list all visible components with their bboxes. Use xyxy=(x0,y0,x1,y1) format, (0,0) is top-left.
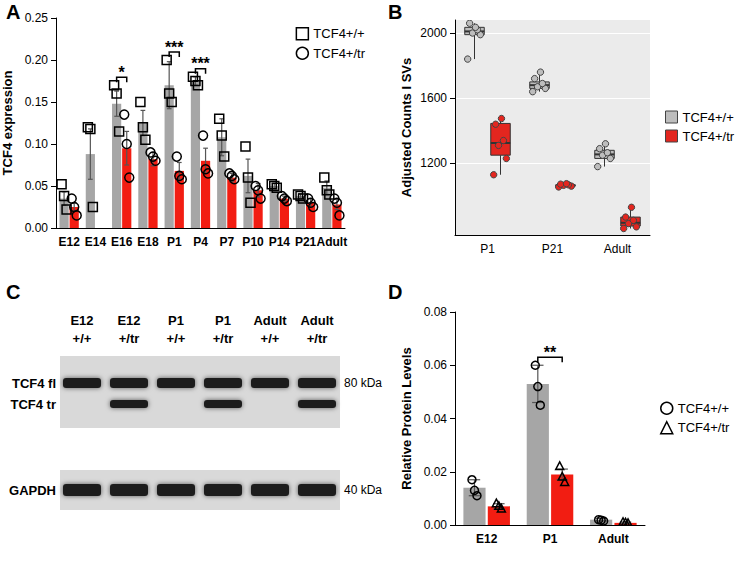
svg-text:0.06: 0.06 xyxy=(424,358,448,372)
svg-text:0.00: 0.00 xyxy=(25,221,49,235)
svg-text:P7: P7 xyxy=(219,235,234,249)
svg-text:TCF4+/tr: TCF4+/tr xyxy=(313,46,365,61)
svg-text:0.20: 0.20 xyxy=(25,53,49,67)
svg-text:0.08: 0.08 xyxy=(424,305,448,319)
svg-text:P4: P4 xyxy=(193,235,208,249)
svg-text:TCF4+/+: TCF4+/+ xyxy=(678,401,729,416)
svg-text:***: *** xyxy=(191,55,210,72)
svg-text:**: ** xyxy=(544,344,557,361)
svg-text:Adult: Adult xyxy=(604,242,632,256)
svg-text:0.25: 0.25 xyxy=(25,11,49,25)
svg-text:+/+: +/+ xyxy=(167,331,186,346)
svg-text:+/+: +/+ xyxy=(73,331,92,346)
svg-text:TCF4 fl: TCF4 fl xyxy=(12,376,56,391)
svg-text:40 kDa: 40 kDa xyxy=(344,483,382,497)
svg-text:Relative Protein Levels: Relative Protein Levels xyxy=(399,347,414,489)
svg-text:Adult: Adult xyxy=(253,313,287,328)
svg-text:P1: P1 xyxy=(168,313,184,328)
svg-text:1200: 1200 xyxy=(420,156,447,170)
svg-text:+/tr: +/tr xyxy=(119,331,140,346)
svg-text:0.02: 0.02 xyxy=(424,465,448,479)
svg-text:80 kDa: 80 kDa xyxy=(344,376,382,390)
svg-text:E12: E12 xyxy=(476,532,498,546)
svg-text:0.10: 0.10 xyxy=(25,137,49,151)
svg-text:TCF4+/tr: TCF4+/tr xyxy=(683,129,735,144)
svg-text:Adult: Adult xyxy=(598,532,629,546)
svg-text:P10: P10 xyxy=(242,235,264,249)
svg-text:0.15: 0.15 xyxy=(25,95,49,109)
svg-text:Adult: Adult xyxy=(317,235,348,249)
svg-text:+/+: +/+ xyxy=(261,331,280,346)
svg-text:P14: P14 xyxy=(269,235,291,249)
svg-text:Adjusted Counts I SVs: Adjusted Counts I SVs xyxy=(399,58,414,197)
svg-text:E16: E16 xyxy=(111,235,133,249)
svg-text:*: * xyxy=(119,64,126,81)
svg-text:TCF4+/+: TCF4+/+ xyxy=(313,26,364,41)
svg-text:P1: P1 xyxy=(543,532,558,546)
svg-text:D: D xyxy=(388,281,402,303)
svg-text:TCF4 expression: TCF4 expression xyxy=(0,71,15,176)
svg-text:C: C xyxy=(6,281,20,303)
svg-text:E14: E14 xyxy=(85,235,107,249)
svg-text:0.04: 0.04 xyxy=(424,412,448,426)
svg-text:E12: E12 xyxy=(58,235,80,249)
svg-text:P1: P1 xyxy=(480,242,495,256)
svg-text:Adult: Adult xyxy=(300,313,334,328)
svg-text:P21: P21 xyxy=(295,235,317,249)
svg-text:A: A xyxy=(6,1,20,23)
svg-text:B: B xyxy=(388,1,402,23)
svg-text:TCF4+/tr: TCF4+/tr xyxy=(678,420,730,435)
svg-text:P1: P1 xyxy=(215,313,231,328)
svg-text:P21: P21 xyxy=(542,242,564,256)
svg-text:E12: E12 xyxy=(117,313,140,328)
svg-text:0.05: 0.05 xyxy=(25,179,49,193)
svg-text:***: *** xyxy=(165,39,184,56)
svg-text:E18: E18 xyxy=(137,235,159,249)
svg-text:TCF4 tr: TCF4 tr xyxy=(11,397,57,412)
svg-text:1600: 1600 xyxy=(420,91,447,105)
svg-text:TCF4+/+: TCF4+/+ xyxy=(683,110,734,125)
svg-text:+/tr: +/tr xyxy=(213,331,234,346)
svg-text:E12: E12 xyxy=(70,313,93,328)
svg-text:2000: 2000 xyxy=(420,26,447,40)
svg-text:P1: P1 xyxy=(167,235,182,249)
svg-text:GAPDH: GAPDH xyxy=(9,483,56,498)
svg-text:+/tr: +/tr xyxy=(307,331,328,346)
svg-text:0.00: 0.00 xyxy=(424,518,448,532)
